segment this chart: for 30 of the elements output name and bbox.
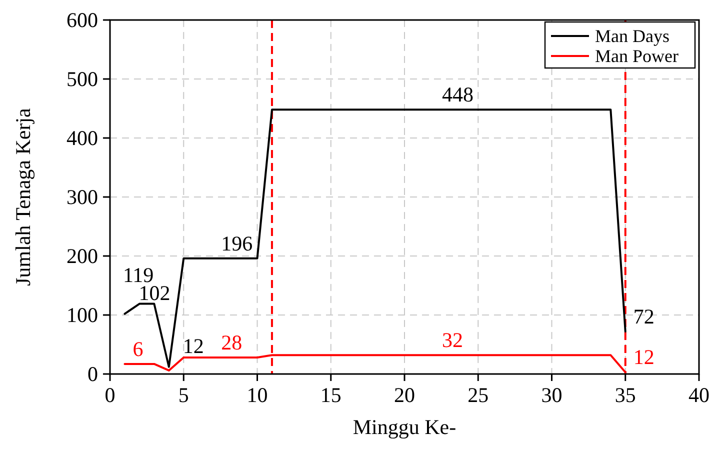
y-axis-title: Jumlah Tenaga Kerja — [11, 107, 35, 286]
y-tick-label: 100 — [66, 303, 98, 327]
y-tick-label: 200 — [66, 244, 98, 268]
x-tick-label: 35 — [614, 383, 636, 407]
x-tick-label: 10 — [246, 383, 268, 407]
annotation: 6 — [132, 336, 144, 361]
annotation: 12 — [182, 334, 204, 358]
x-tick-label: 5 — [178, 383, 189, 407]
y-tick-label: 600 — [66, 8, 98, 32]
legend-label: Man Power — [595, 46, 678, 66]
annotation: 448 — [442, 82, 474, 107]
x-axis-title: Minggu Ke- — [352, 415, 456, 439]
x-tick-label: 25 — [468, 383, 489, 407]
line-series — [124, 108, 626, 368]
x-tick-label: 40 — [688, 383, 710, 407]
x-tick-label: 0 — [104, 383, 116, 407]
legend-label: Man Days — [595, 26, 670, 46]
x-tick-label: 20 — [394, 383, 415, 407]
annotation: 32 — [442, 328, 463, 352]
y-tick-label: 500 — [66, 67, 98, 91]
x-tick-label: 15 — [320, 383, 342, 407]
annotation: 196 — [221, 231, 253, 256]
annotation: 12 — [633, 345, 654, 370]
y-tick-label: 0 — [88, 362, 98, 386]
annotation: 72 — [633, 304, 654, 329]
annotation: 119 — [122, 262, 154, 287]
annotation: 28 — [221, 330, 242, 354]
y-tick-label: 400 — [66, 126, 98, 150]
y-tick-label: 300 — [66, 185, 98, 209]
x-tick-label: 30 — [541, 383, 562, 407]
